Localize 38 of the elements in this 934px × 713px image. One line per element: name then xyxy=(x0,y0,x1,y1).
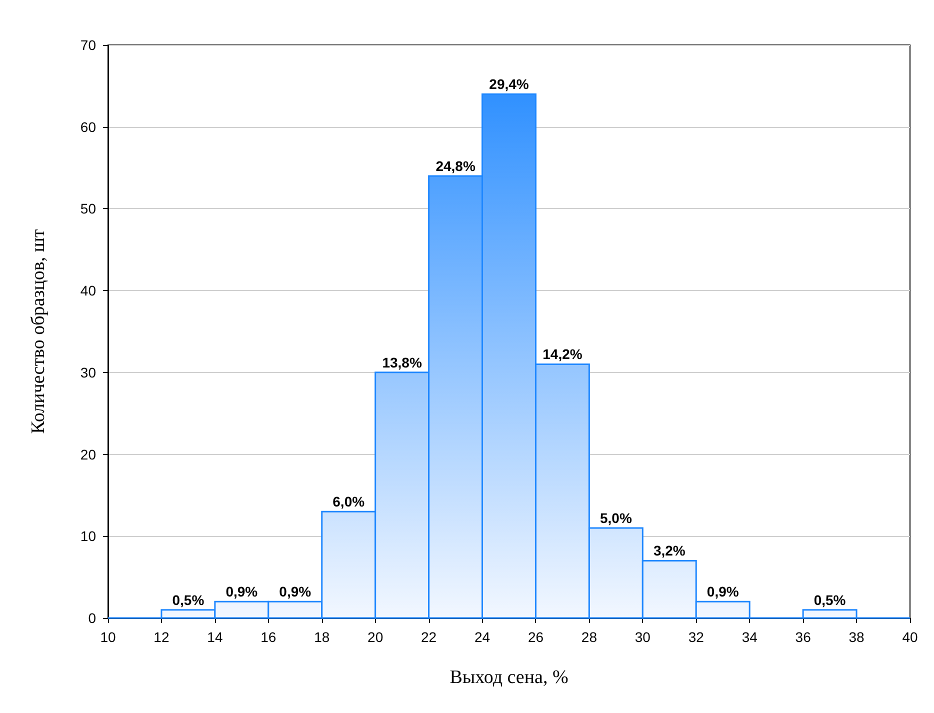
y-tick-label: 60 xyxy=(80,118,96,135)
y-tick-label: 20 xyxy=(80,446,96,462)
x-tick-label: 16 xyxy=(260,629,276,645)
x-tick-label: 14 xyxy=(207,629,223,645)
y-tick-label: 10 xyxy=(80,528,96,544)
annotation: 24,8% xyxy=(436,158,476,174)
x-tick-label: 24 xyxy=(474,629,490,645)
x-tick-label: 26 xyxy=(528,629,544,645)
annotation: 13,8% xyxy=(382,354,422,370)
x-tick-label: 34 xyxy=(742,629,758,645)
annotation: 0,9% xyxy=(279,584,312,600)
x-tick-label: 28 xyxy=(581,629,598,645)
y-tick-label: 0 xyxy=(88,610,96,626)
annotation: 0,9% xyxy=(706,584,740,600)
y-tick-label: 40 xyxy=(80,282,96,299)
annotation: 5,0% xyxy=(600,510,632,526)
annotation: 0,9% xyxy=(226,584,258,600)
annotation: 14,2% xyxy=(542,346,583,362)
x-tick-label: 20 xyxy=(368,629,384,645)
x-tick-label: 22 xyxy=(421,629,437,645)
x-tick-label: 40 xyxy=(902,629,918,645)
x-tick-label: 36 xyxy=(795,629,812,645)
y-tick-label: 30 xyxy=(80,364,96,380)
x-tick-label: 12 xyxy=(154,629,170,645)
annotation: 29,4% xyxy=(489,76,530,92)
annotation: 0,5% xyxy=(814,592,846,608)
x-tick-label: 32 xyxy=(688,629,704,645)
y-tick-label: 70 xyxy=(80,37,96,53)
y-tick-label: 50 xyxy=(80,200,96,217)
x-axis-title: Выход сена, % xyxy=(450,667,568,688)
annotation: 3,2% xyxy=(653,542,686,559)
annotation: 6,0% xyxy=(332,494,366,510)
x-tick-label: 30 xyxy=(634,629,651,645)
y-axis-title: Количество образцов, шт xyxy=(28,228,49,434)
x-tick-label: 10 xyxy=(100,629,116,645)
annotation: 0,5% xyxy=(172,592,205,608)
x-tick-label: 38 xyxy=(848,629,865,645)
x-tick-label: 18 xyxy=(314,629,330,645)
